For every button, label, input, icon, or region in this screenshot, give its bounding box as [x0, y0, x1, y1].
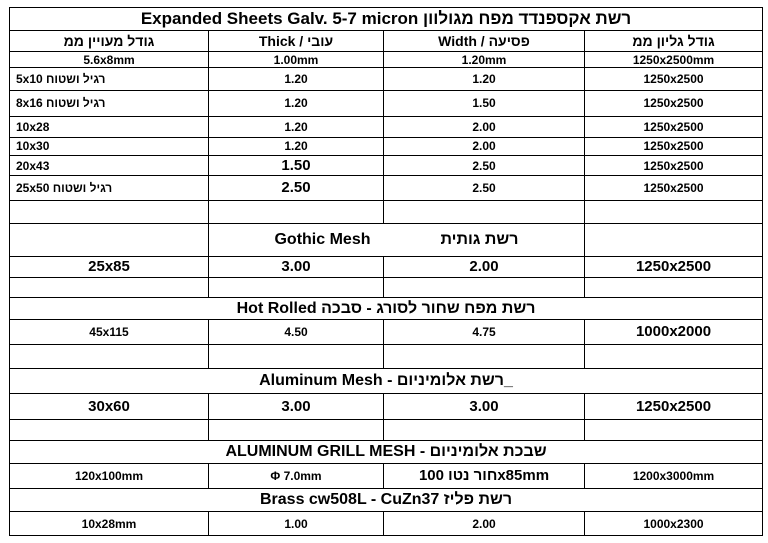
cell-mesh: 120x100mm: [9, 463, 209, 489]
cell-width: 1.20mm: [383, 50, 585, 69]
spacer-row: [9, 419, 764, 441]
section-brass-header: Brass cw508L - CuZn37 רשת פליז: [8, 487, 764, 513]
header-width: Width / פסיעה: [383, 30, 585, 52]
cell-sheet: 1000x2000: [583, 319, 764, 345]
section-hot-rolled-header: Hot Rolled רשת מפח שחור לסורג - סבכה: [8, 296, 764, 321]
header-thick: Thick / עובי: [208, 30, 384, 52]
cell-thick: 2.50: [208, 175, 384, 201]
cell-width: חור נטו 100x85mm: [383, 463, 585, 489]
cell-thick: Φ 7.0mm: [208, 463, 384, 489]
header-mesh-size: גודל מעויין ממ: [9, 30, 209, 52]
cell-sheet: 1250x2500: [583, 392, 764, 421]
table-row: 8x16 רגיל ושטוח 1.20 1.50 1250x2500: [9, 89, 764, 118]
cell-sheet: 1000x2300: [583, 511, 764, 536]
section-aluminum-header: Aluminum Mesh - רשת אלומיניום_: [8, 368, 764, 394]
header-sheet-size: גודל גליון ממ: [583, 30, 764, 52]
table-row: 5.6x8mm 1.00mm 1.20mm 1250x2500mm: [9, 50, 764, 69]
spacer-row: [9, 343, 764, 370]
gothic-title-he: רשת גותית: [440, 231, 519, 249]
cell-width: 2.00: [383, 136, 585, 157]
cell-sheet: 1250x2500: [583, 116, 764, 138]
cell-width: 2.00: [383, 116, 585, 138]
table-row: 20x43 1.50 2.50 1250x2500: [9, 155, 764, 177]
cell-thick: 1.20: [208, 89, 384, 118]
cell-thick: 1.20: [208, 116, 384, 138]
cell-sheet: 1250x2500: [583, 89, 764, 118]
cell-mesh: 20x43: [9, 155, 209, 177]
title-row: Expanded Sheets Galv. 5-7 micron רשת אקס…: [8, 6, 764, 32]
table-row: 10x28 1.20 2.00 1250x2500: [9, 116, 764, 138]
section-title: Gothic Mesh רשת גותית: [208, 223, 585, 258]
cell-width: 3.00: [383, 392, 585, 421]
cell-width: 2.50: [383, 175, 585, 201]
spacer-row: [9, 276, 764, 298]
section-title: Aluminum Mesh - רשת אלומיניום_: [8, 368, 764, 394]
cell-sheet: 1250x2500mm: [583, 50, 764, 69]
cell-mesh: 25x85: [9, 256, 209, 278]
cell-thick: 1.00: [208, 511, 384, 536]
cell-mesh: 10x28: [9, 116, 209, 138]
spacer-row: [9, 199, 764, 225]
table-row: 10x30 1.20 2.00 1250x2500: [9, 136, 764, 157]
cell-sheet: 1250x2500: [583, 155, 764, 177]
cell-sheet: 1200x3000mm: [583, 463, 764, 489]
section-title: ALUMINUM GRILL MESH - שבכת אלומיניום: [8, 439, 764, 465]
cell-width: 4.75: [383, 319, 585, 345]
cell-width: 2.50: [383, 155, 585, 177]
cell-mesh: 25x50 רגיל ושטוח: [9, 175, 209, 201]
cell-sheet: 1250x2500: [583, 175, 764, 201]
cell-thick: 1.00mm: [208, 50, 384, 69]
table-row: 30x60 3.00 3.00 1250x2500: [9, 392, 764, 421]
cell-width: 2.00: [383, 256, 585, 278]
table-row: 25x50 רגיל ושטוח 2.50 2.50 1250x2500: [9, 175, 764, 201]
cell-thick: 1.50: [208, 155, 384, 177]
cell-sheet: 1250x2500: [583, 136, 764, 157]
gothic-title-en: Gothic Mesh: [274, 231, 371, 249]
price-table: Expanded Sheets Galv. 5-7 micron רשת אקס…: [8, 6, 764, 536]
cell-width: 1.20: [383, 67, 585, 91]
cell-thick: 3.00: [208, 392, 384, 421]
cell-mesh: 5.6x8mm: [9, 50, 209, 69]
section-gothic-header: Gothic Mesh רשת גותית: [9, 223, 764, 258]
cell-thick: 1.20: [208, 136, 384, 157]
table-row: 5x10 רגיל ושטוח 1.20 1.20 1250x2500: [9, 67, 764, 91]
section-aluminum-grill-header: ALUMINUM GRILL MESH - שבכת אלומיניום: [8, 439, 764, 465]
section-title: Brass cw508L - CuZn37 רשת פליז: [8, 487, 764, 513]
cell-sheet: 1250x2500: [583, 256, 764, 278]
table-title: Expanded Sheets Galv. 5-7 micron רשת אקס…: [8, 6, 764, 32]
header-row: גודל מעויין ממ Thick / עובי Width / פסיע…: [9, 30, 764, 52]
cell-sheet: 1250x2500: [583, 67, 764, 91]
cell-width: 2.00: [383, 511, 585, 536]
cell-mesh: 30x60: [9, 392, 209, 421]
cell-mesh: 8x16 רגיל ושטוח: [9, 89, 209, 118]
section-title: Hot Rolled רשת מפח שחור לסורג - סבכה: [8, 296, 764, 321]
cell-mesh: 10x30: [9, 136, 209, 157]
cell-thick: 1.20: [208, 67, 384, 91]
table-row: 120x100mm Φ 7.0mm חור נטו 100x85mm 1200x…: [9, 463, 764, 489]
cell-mesh: 45x115: [9, 319, 209, 345]
cell-mesh: 10x28mm: [9, 511, 209, 536]
cell-width: 1.50: [383, 89, 585, 118]
table-row: 10x28mm 1.00 2.00 1000x2300: [9, 511, 764, 536]
cell-thick: 3.00: [208, 256, 384, 278]
cell-mesh: 5x10 רגיל ושטוח: [9, 67, 209, 91]
table-row: 25x85 3.00 2.00 1250x2500: [9, 256, 764, 278]
cell-thick: 4.50: [208, 319, 384, 345]
table-row: 45x115 4.50 4.75 1000x2000: [9, 319, 764, 345]
